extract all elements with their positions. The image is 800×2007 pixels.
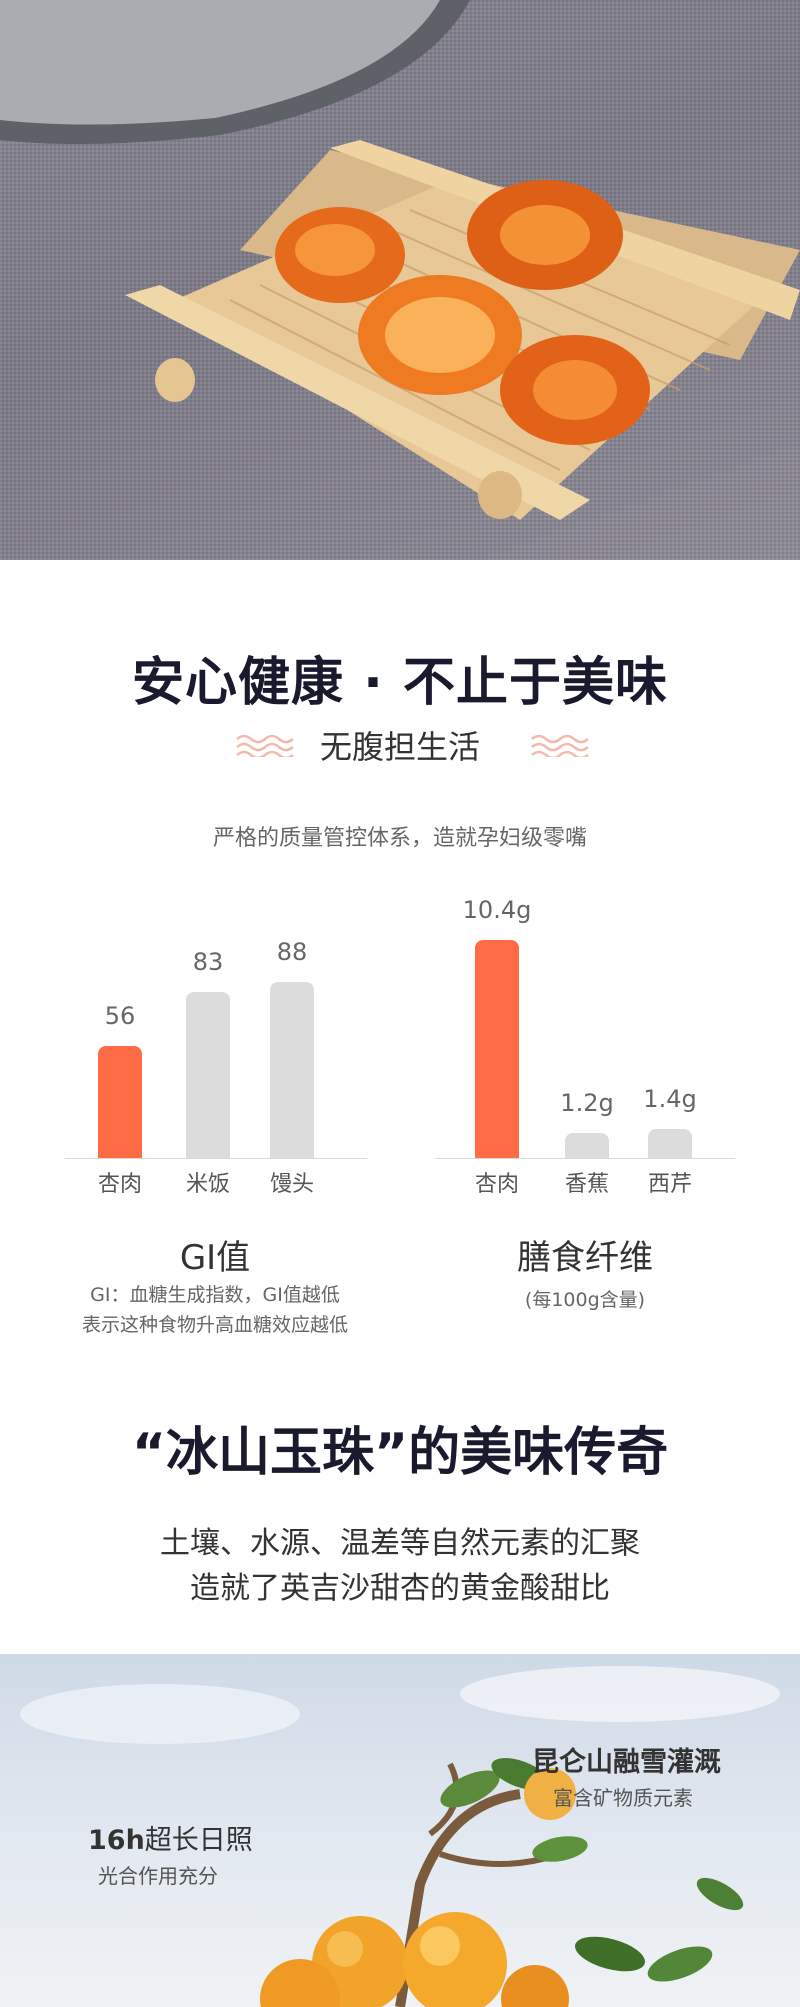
fiber-chart-baseline xyxy=(435,1158,735,1159)
gi-chart: 56 杏肉 83 米饭 88 馒头 xyxy=(0,860,400,1230)
gi-value-label-0: 56 xyxy=(104,1002,136,1030)
product-photo xyxy=(0,0,800,560)
wave-decoration-right xyxy=(530,733,590,761)
fiber-category-2: 西芹 xyxy=(647,1172,692,1197)
fiber-value-label-1: 1.2g xyxy=(560,1088,614,1117)
section-headline: 安心健康 · 不止于美味 xyxy=(132,653,668,713)
snow-irrigation-title: 昆仑山融雪灌溉 xyxy=(532,1747,721,1778)
fiber-chart-title: 膳食纤维 xyxy=(517,1238,653,1278)
fiber-bar-1 xyxy=(565,1132,609,1158)
lead-line-2: 造就了英吉沙甜杏的黄金酸甜比 xyxy=(190,1571,610,1606)
legend-title: “冰山玉珠”的美味传奇 xyxy=(131,1423,669,1483)
quality-note: 严格的质量管控体系，造就孕妇级零嘴 xyxy=(212,826,587,851)
fiber-value-label-2: 1.4g xyxy=(643,1084,697,1113)
fiber-bar-0 xyxy=(475,940,519,1158)
fiber-chart-unit-note: (每100g含量) xyxy=(524,1289,646,1311)
gi-chart-title: GI值 xyxy=(179,1238,251,1278)
sunshine-title-rest: 超长日照 xyxy=(144,1825,253,1856)
fiber-chart: 10.4g 杏肉 1.2g 香蕉 1.4g 西芹 xyxy=(400,860,800,1230)
orchard-photo: 昆仑山融雪灌溉 富含矿物质元素 16h超长日照 光合作用充分 xyxy=(0,1654,800,2007)
sunshine-hours: 16h xyxy=(88,1825,145,1856)
lead-line-1: 土壤、水源、温差等自然元素的汇聚 xyxy=(160,1526,640,1561)
snow-irrigation-sub: 富含矿物质元素 xyxy=(553,1786,693,1810)
fiber-category-0: 杏肉 xyxy=(474,1172,519,1197)
gi-bar-2 xyxy=(270,982,314,1158)
gi-value-label-1: 83 xyxy=(192,948,224,976)
gi-category-2: 馒头 xyxy=(269,1172,314,1197)
sunshine-title: 16h超长日照 xyxy=(88,1818,253,1857)
gi-note-line-2: 表示这种食物升高血糖效应越低 xyxy=(81,1314,348,1336)
gi-category-0: 杏肉 xyxy=(97,1172,142,1197)
gi-category-1: 米饭 xyxy=(185,1172,230,1197)
fiber-bar-2 xyxy=(648,1128,692,1158)
section-subheading: 无腹担生活 xyxy=(319,728,480,766)
gi-chart-baseline xyxy=(65,1158,367,1159)
sunshine-sub: 光合作用充分 xyxy=(98,1864,218,1888)
gi-bar-1 xyxy=(186,992,230,1158)
gi-chart-note: GI：血糖生成指数，GI值越低 表示这种食物升高血糖效应越低 xyxy=(40,1280,390,1340)
fiber-category-1: 香蕉 xyxy=(564,1172,609,1197)
fiber-value-label-0: 10.4g xyxy=(462,896,532,924)
gi-bar-0 xyxy=(98,1046,142,1158)
wave-decoration-left xyxy=(235,733,295,761)
gi-value-label-2: 88 xyxy=(276,938,308,966)
gi-note-line-1: GI：血糖生成指数，GI值越低 xyxy=(90,1284,340,1306)
